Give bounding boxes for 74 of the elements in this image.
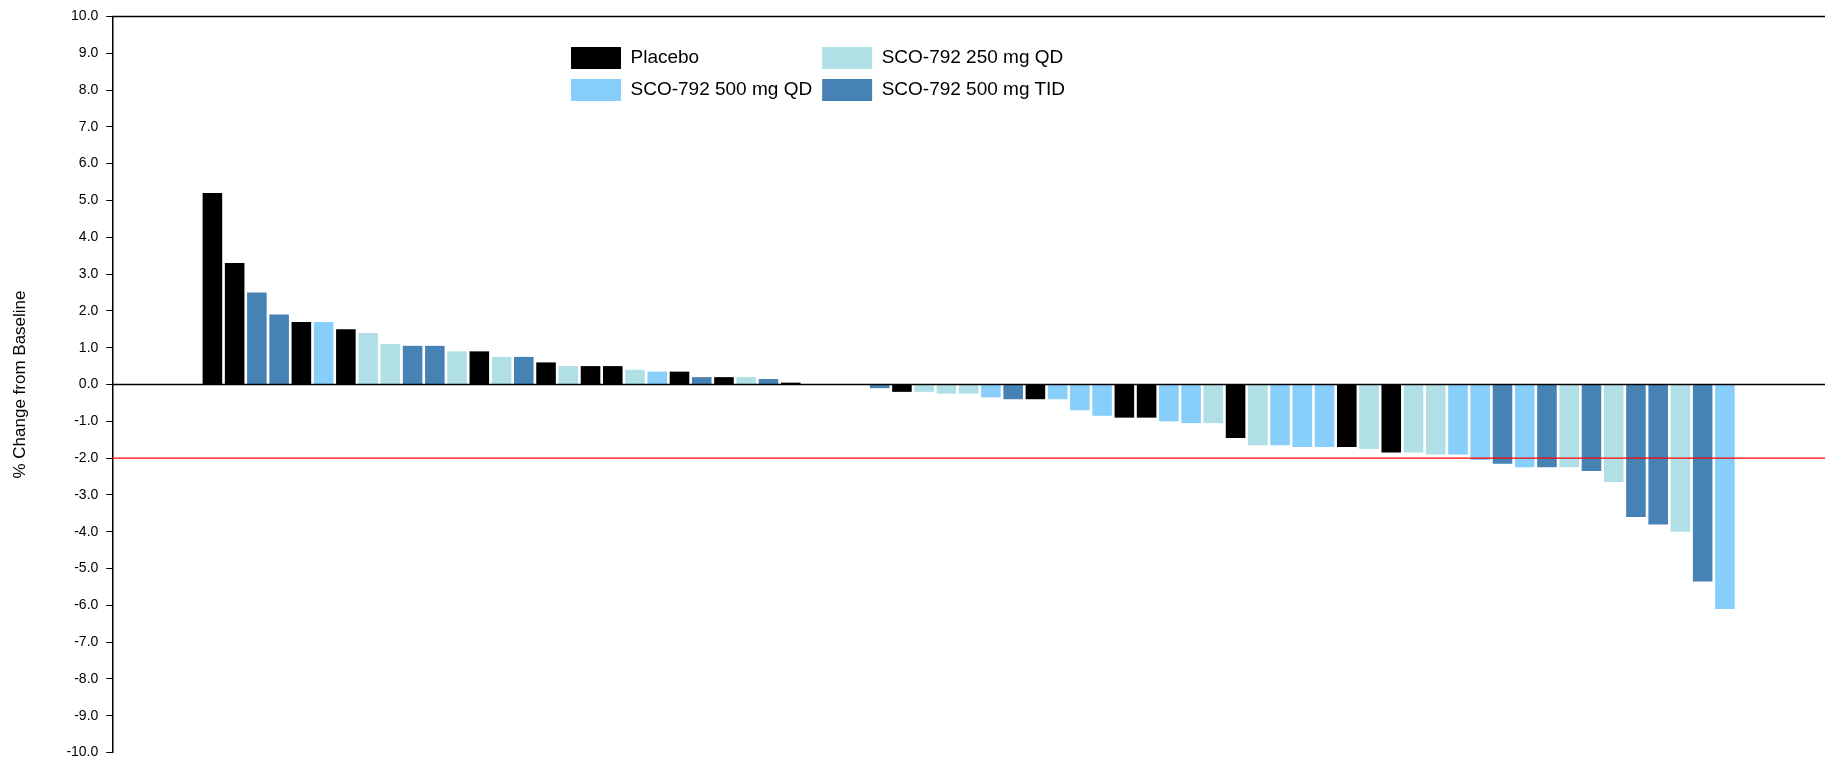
legend-label: SCO-792 500 mg TID <box>881 78 1066 100</box>
y-tick-label: -2.0 <box>74 448 99 465</box>
y-tick-label: -9.0 <box>74 706 99 723</box>
y-tick-label: -1.0 <box>74 412 99 429</box>
bar <box>402 345 423 384</box>
bar <box>1603 385 1624 483</box>
bar <box>1314 385 1335 448</box>
y-tick-label: -5.0 <box>74 559 99 576</box>
bar <box>1359 385 1379 449</box>
bar <box>1270 385 1290 446</box>
bar <box>269 314 289 384</box>
bar <box>1248 385 1268 446</box>
legend-label: SCO-792 500 mg QD <box>630 78 813 100</box>
bar <box>1559 385 1579 468</box>
bar <box>981 385 1001 398</box>
y-tick-label: 7.0 <box>78 117 99 134</box>
legend-label: Placebo <box>630 46 700 68</box>
bar <box>1448 385 1468 455</box>
bar <box>1692 385 1713 582</box>
bar <box>914 385 934 392</box>
bar <box>625 369 645 384</box>
bar <box>1581 385 1602 471</box>
bar <box>1181 385 1201 424</box>
bar <box>1626 385 1646 518</box>
y-tick-label: -10.0 <box>66 743 99 760</box>
y-tick-label: 5.0 <box>78 191 99 208</box>
bar <box>247 292 267 384</box>
bar <box>358 332 378 384</box>
bar <box>1648 385 1668 525</box>
y-tick-label: 1.0 <box>78 338 99 355</box>
y-tick-label: 8.0 <box>78 80 99 97</box>
bar <box>1003 385 1023 400</box>
bar <box>936 385 957 394</box>
bar <box>313 321 334 384</box>
bar <box>514 356 534 384</box>
bar <box>758 378 779 384</box>
y-tick-label: 10.0 <box>71 7 99 24</box>
bar <box>447 351 467 384</box>
y-axis-title: % Change from Baseline <box>9 290 29 479</box>
y-tick-label: 0.0 <box>78 375 99 392</box>
bar <box>1092 385 1112 416</box>
y-tick-label: 9.0 <box>78 44 99 61</box>
bar <box>425 345 445 384</box>
bar <box>958 385 979 394</box>
bar <box>1492 385 1513 464</box>
bar <box>1715 385 1735 610</box>
bar <box>1537 385 1557 468</box>
y-tick-label: 4.0 <box>78 228 99 245</box>
bar <box>380 344 401 384</box>
bar <box>1159 385 1179 422</box>
bar <box>1670 385 1691 532</box>
bar <box>1514 385 1535 468</box>
bar <box>869 385 890 389</box>
y-tick-label: 6.0 <box>78 154 99 171</box>
legend-label: SCO-792 250 mg QD <box>881 46 1064 68</box>
y-tick-label: 2.0 <box>78 301 99 318</box>
bar <box>647 371 668 384</box>
bar <box>1470 385 1491 460</box>
bar <box>1203 385 1224 424</box>
bar <box>736 377 757 384</box>
bar <box>691 377 712 384</box>
y-tick-label: -6.0 <box>74 596 99 613</box>
bar <box>1425 385 1446 455</box>
y-tick-label: -7.0 <box>74 633 99 650</box>
bar <box>1403 385 1424 453</box>
y-tick-label: 3.0 <box>78 264 99 281</box>
bar <box>491 356 512 384</box>
y-tick-label: -3.0 <box>74 485 99 502</box>
y-tick-label: -4.0 <box>74 522 99 539</box>
bar <box>1047 385 1068 400</box>
bar <box>1070 385 1090 411</box>
bar <box>558 366 579 384</box>
bar <box>1292 385 1313 448</box>
y-tick-label: -8.0 <box>74 669 99 686</box>
